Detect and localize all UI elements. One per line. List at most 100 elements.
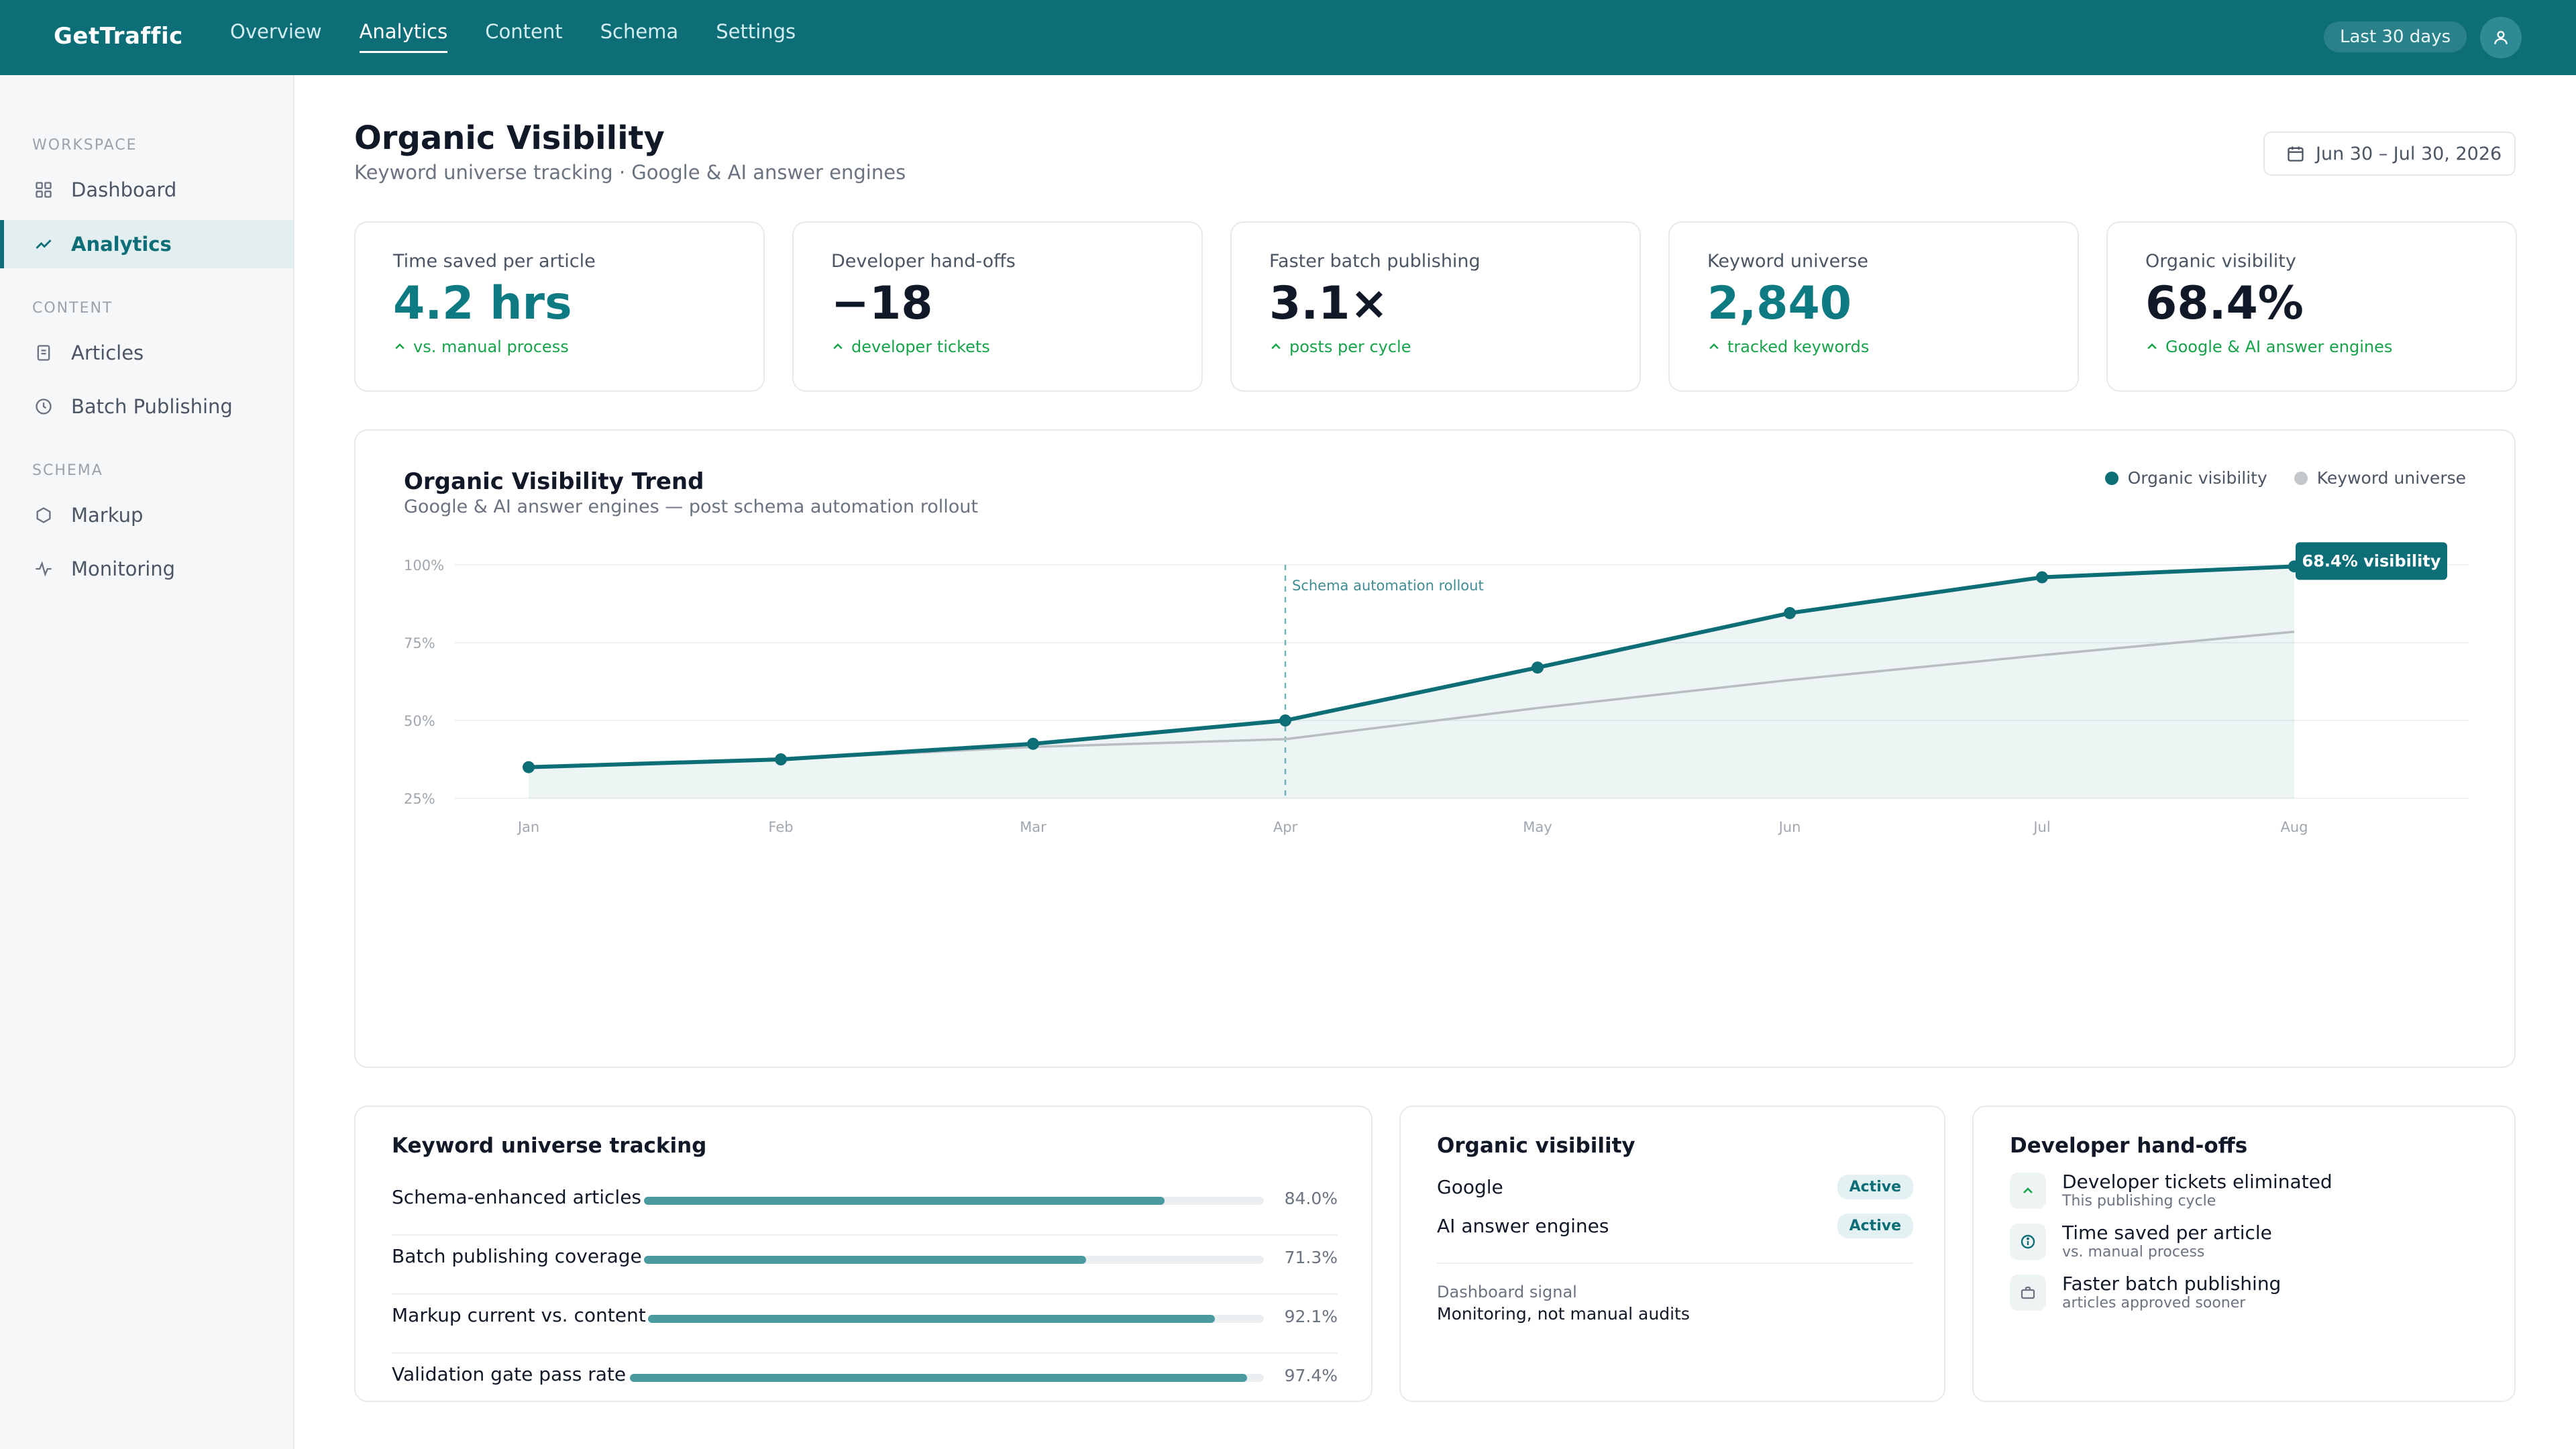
progress-track bbox=[648, 1315, 1264, 1323]
kpi-value: 2,840 bbox=[1707, 277, 1852, 330]
area-organic-visibility bbox=[529, 566, 2294, 798]
status-badge: Active bbox=[1837, 1174, 1913, 1199]
sidebar-item-label: Monitoring bbox=[71, 557, 176, 580]
progress-row: Batch publishing coverage 71.3% bbox=[392, 1236, 1338, 1295]
sidebar-item-label: Dashboard bbox=[71, 178, 177, 201]
kpi-sub: tracked keywords bbox=[1727, 337, 1870, 356]
legend-label: Organic visibility bbox=[2127, 468, 2267, 488]
y-tick-label: 100% bbox=[404, 557, 444, 574]
progress-fill bbox=[630, 1374, 1248, 1382]
status-badge: Active bbox=[1837, 1213, 1913, 1238]
card-title: Organic visibility bbox=[1437, 1134, 1635, 1158]
nav-analytics[interactable]: Analytics bbox=[359, 20, 448, 53]
chevron-up-icon bbox=[831, 340, 845, 354]
nav-settings[interactable]: Settings bbox=[716, 20, 796, 43]
signal-value: Monitoring, not manual audits bbox=[1437, 1304, 1690, 1324]
progress-value: 92.1% bbox=[1284, 1307, 1338, 1326]
sidebar: WORKSPACE Dashboard Analytics CONTENT Ar… bbox=[0, 75, 294, 1449]
sidebar-item-articles[interactable]: Articles bbox=[0, 329, 293, 377]
handoff-sub: This publishing cycle bbox=[2062, 1193, 2216, 1210]
chevron-up-icon bbox=[2010, 1173, 2046, 1209]
progress-track bbox=[630, 1374, 1264, 1382]
engine-row-ai-answer-engines: AI answer engines Active bbox=[1437, 1209, 1913, 1242]
range-selector[interactable]: Last 30 days bbox=[2324, 21, 2467, 52]
progress-fill bbox=[644, 1256, 1086, 1264]
date-range-button[interactable]: Jun 30 – Jul 30, 2026 bbox=[2263, 131, 2516, 176]
progress-label: Schema-enhanced articles bbox=[392, 1186, 642, 1208]
progress-label: Batch publishing coverage bbox=[392, 1245, 642, 1267]
x-tick-label: Jan bbox=[517, 819, 539, 835]
legend-item-keyword-universe[interactable]: Keyword universe bbox=[2294, 468, 2466, 488]
legend-dot bbox=[2294, 471, 2308, 485]
point-organic-visibility bbox=[1027, 737, 1039, 750]
kpi-value: 68.4% bbox=[2145, 277, 2304, 330]
chevron-up-icon bbox=[393, 340, 407, 354]
kpi-sub: vs. manual process bbox=[413, 337, 569, 356]
pulse-icon bbox=[34, 559, 54, 579]
info-icon bbox=[2010, 1224, 2046, 1260]
brand-logo[interactable]: GetTraffic bbox=[54, 23, 183, 50]
x-tick-label: Aug bbox=[2280, 819, 2308, 835]
progress-label: Validation gate pass rate bbox=[392, 1363, 627, 1385]
chart-subtitle: Google & AI answer engines — post schema… bbox=[404, 496, 978, 517]
legend-item-organic-visibility[interactable]: Organic visibility bbox=[2104, 468, 2267, 488]
sidebar-item-monitoring[interactable]: Monitoring bbox=[0, 545, 293, 593]
sidebar-item-label: Analytics bbox=[71, 233, 172, 256]
chart-card: Organic Visibility Trend Google & AI ans… bbox=[354, 429, 2516, 1068]
kpi-sub: posts per cycle bbox=[1289, 337, 1411, 356]
engine-row-google: Google Active bbox=[1437, 1170, 1913, 1203]
kpi-label: Organic visibility bbox=[2145, 251, 2296, 272]
card-title: Developer hand-offs bbox=[2010, 1134, 2248, 1158]
chevron-up-icon bbox=[1707, 340, 1721, 354]
progress-row: Validation gate pass rate 97.4% bbox=[392, 1354, 1338, 1413]
sidebar-item-markup[interactable]: Markup bbox=[0, 491, 293, 539]
point-organic-visibility bbox=[1784, 606, 1796, 619]
trend-icon bbox=[34, 234, 54, 254]
nav-overview[interactable]: Overview bbox=[230, 20, 322, 43]
kpi-sub: developer tickets bbox=[851, 337, 990, 356]
x-tick-label: Jun bbox=[1778, 819, 1801, 835]
y-tick-label: 75% bbox=[404, 635, 435, 651]
top-bar: GetTraffic Overview Analytics Content Sc… bbox=[0, 0, 2576, 75]
progress-label: Markup current vs. content bbox=[392, 1304, 646, 1326]
point-organic-visibility bbox=[1532, 661, 1544, 674]
kpi-sub: Google & AI answer engines bbox=[2165, 337, 2393, 356]
sidebar-section-content: CONTENT bbox=[32, 300, 113, 317]
progress-value: 84.0% bbox=[1284, 1189, 1338, 1208]
sidebar-item-batch-publishing[interactable]: Batch Publishing bbox=[0, 382, 293, 431]
briefcase-icon bbox=[2010, 1275, 2046, 1311]
progress-fill bbox=[644, 1197, 1165, 1205]
sidebar-item-analytics[interactable]: Analytics bbox=[0, 220, 293, 268]
kpi-card-batch-publishing: Faster batch publishing 3.1× posts per c… bbox=[1230, 221, 1641, 392]
chart-title: Organic Visibility Trend bbox=[404, 468, 704, 495]
kpi-label: Keyword universe bbox=[1707, 251, 1868, 272]
progress-track bbox=[644, 1256, 1264, 1264]
sidebar-item-label: Articles bbox=[71, 341, 144, 364]
point-organic-visibility bbox=[523, 761, 535, 773]
developer-handoffs-card: Developer hand-offs Developer tickets el… bbox=[1972, 1106, 2516, 1402]
sidebar-item-label: Markup bbox=[71, 504, 144, 527]
sidebar-item-dashboard[interactable]: Dashboard bbox=[0, 166, 293, 214]
nav-content[interactable]: Content bbox=[485, 20, 563, 43]
sidebar-section-schema: SCHEMA bbox=[32, 462, 103, 479]
user-icon bbox=[2494, 31, 2508, 44]
hexagon-icon bbox=[34, 505, 54, 525]
engine-name: Google bbox=[1437, 1175, 1503, 1198]
kpi-value: 4.2 hrs bbox=[393, 277, 572, 330]
signal-label: Dashboard signal bbox=[1437, 1283, 1577, 1301]
kpi-label: Time saved per article bbox=[393, 251, 596, 272]
chevron-up-icon bbox=[1269, 340, 1283, 354]
page-title: Organic Visibility bbox=[354, 119, 665, 157]
y-tick-label: 25% bbox=[404, 791, 435, 807]
clock-icon bbox=[34, 396, 54, 417]
line-organic-visibility bbox=[528, 564, 2295, 769]
chevron-up-icon bbox=[2145, 340, 2159, 354]
nav-schema[interactable]: Schema bbox=[600, 20, 679, 43]
divider bbox=[1437, 1263, 1913, 1264]
callout-label: 68.4% visibility bbox=[2302, 551, 2441, 570]
user-menu-button[interactable] bbox=[2480, 17, 2522, 58]
point-organic-visibility bbox=[2036, 571, 2048, 584]
handoff-title: Developer tickets eliminated bbox=[2062, 1171, 2332, 1193]
card-title: Keyword universe tracking bbox=[392, 1134, 707, 1158]
legend-label: Keyword universe bbox=[2316, 468, 2466, 488]
